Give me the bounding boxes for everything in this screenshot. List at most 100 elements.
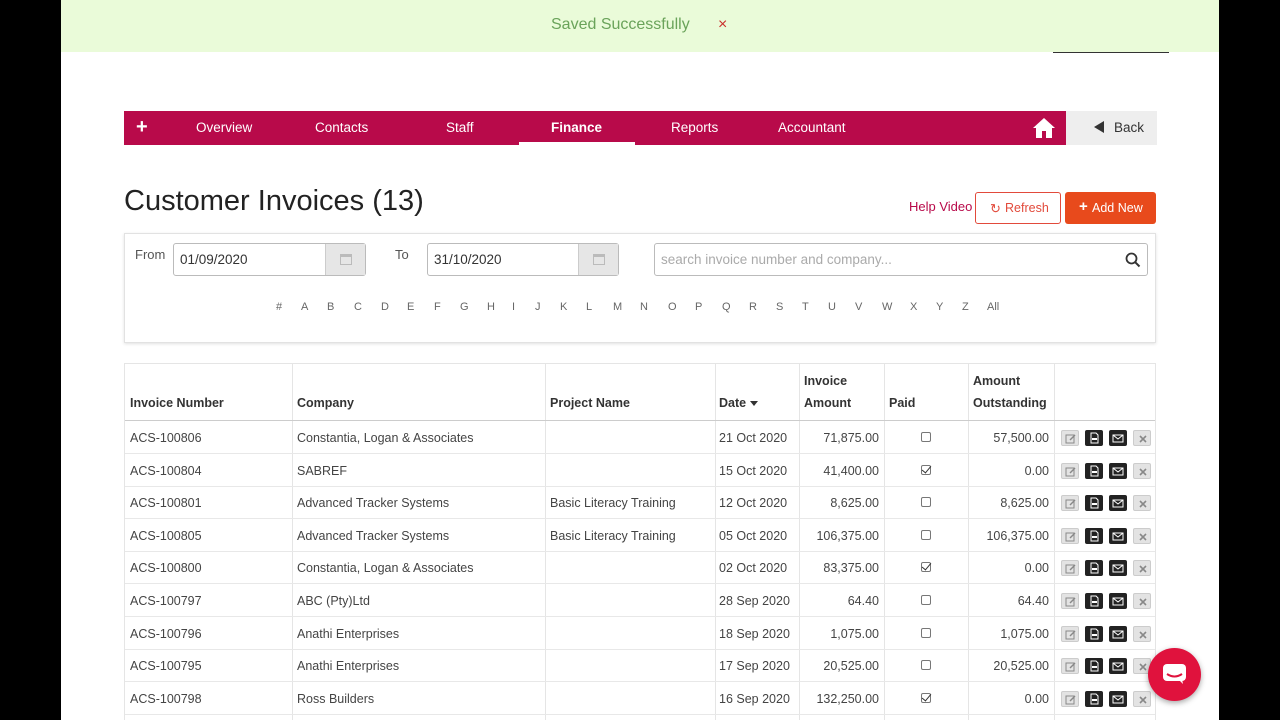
mail-icon[interactable] [1109,527,1127,544]
alpha-filter-hash[interactable]: # [276,301,283,313]
edit-icon[interactable] [1061,625,1079,642]
nav-accountant[interactable]: Accountant [778,120,846,135]
table-row[interactable]: ACS-100796 Anathi Enterprises 18 Sep 2020 1… [125,617,1155,650]
edit-icon[interactable] [1061,593,1079,609]
mail-icon[interactable] [1109,495,1127,512]
header-project-name[interactable]: Project Name [550,396,630,410]
alpha-filter-t[interactable]: T [802,301,809,313]
alpha-filter-a[interactable]: A [301,301,309,313]
alpha-filter-w[interactable]: W [882,301,893,313]
pdf-icon[interactable] [1085,527,1103,544]
mail-icon[interactable] [1109,430,1127,446]
cell-invoice-number[interactable]: ACS-100806 [130,431,202,445]
nav-contacts[interactable]: Contacts [315,120,369,135]
table-row[interactable]: ACS-100805 Advanced Tracker Systems Basic … [125,519,1155,552]
refresh-button[interactable]: ↻ Refresh [975,192,1061,224]
cell-invoice-number[interactable]: ACS-100800 [130,561,202,576]
alpha-filter-h[interactable]: H [487,301,495,313]
alpha-filter-j[interactable]: J [535,301,541,313]
search-icon[interactable] [1124,251,1142,269]
home-icon[interactable] [1032,117,1056,139]
delete-icon[interactable] [1133,462,1151,479]
mail-icon[interactable] [1109,690,1127,707]
alpha-filter-c[interactable]: C [354,301,362,313]
add-new-button[interactable]: + Add New [1065,192,1156,224]
header-invoice-amount[interactable]: Invoice Amount [804,370,851,414]
nav-finance[interactable]: Finance [551,120,603,135]
pdf-icon[interactable] [1085,658,1103,675]
delete-icon[interactable] [1133,495,1151,512]
edit-icon[interactable] [1061,495,1079,512]
table-row[interactable]: ACS-100795 Anathi Enterprises 17 Sep 2020 2… [125,649,1155,683]
paid-checkbox[interactable] [921,595,931,605]
alpha-filter-i[interactable]: I [512,301,516,313]
pdf-icon[interactable] [1085,462,1103,479]
alpha-filter-p[interactable]: P [695,301,703,313]
table-row[interactable]: ACS-100800 Constantia, Logan & Associates… [125,551,1155,585]
alpha-filter-l[interactable]: L [586,301,593,313]
alpha-filter-b[interactable]: B [327,301,335,313]
paid-checkbox[interactable] [921,627,931,638]
header-paid[interactable]: Paid [889,396,916,410]
help-video-link[interactable]: Help Video [909,199,973,214]
table-row[interactable]: ACS-100801 Advanced Tracker Systems Basic … [125,486,1155,520]
header-date[interactable]: Date [719,392,759,414]
back-button[interactable]: Back [1066,111,1157,145]
edit-icon[interactable] [1061,430,1079,446]
nav-staff[interactable]: Staff [446,120,474,135]
alpha-filter-r[interactable]: R [749,301,757,313]
mail-icon[interactable] [1109,625,1127,642]
cell-invoice-number[interactable]: ACS-100801 [130,496,202,511]
mail-icon[interactable] [1109,462,1127,479]
from-date-field[interactable]: 01/09/2020 [173,243,366,276]
alpha-filter-d[interactable]: D [381,301,389,313]
pdf-icon[interactable] [1085,690,1103,707]
table-row[interactable]: ACS-100804 SABREF 15 Oct 2020 41,400.00 0.00 [125,454,1155,487]
nav-plus-button[interactable]: + [136,116,148,138]
pdf-icon[interactable] [1085,430,1103,446]
alpha-filter-k[interactable]: K [560,301,568,313]
delete-icon[interactable] [1133,593,1151,609]
mail-icon[interactable] [1109,560,1127,577]
toast-close-button[interactable]: × [718,16,728,33]
chat-button[interactable] [1148,648,1201,701]
cell-invoice-number[interactable]: ACS-100805 [130,528,202,543]
paid-checkbox[interactable] [921,692,931,703]
mail-icon[interactable] [1109,658,1127,675]
edit-icon[interactable] [1061,658,1079,675]
nav-reports[interactable]: Reports [671,120,719,135]
header-amount-outstanding[interactable]: Amount Outstanding [973,370,1047,414]
alpha-filter-q[interactable]: Q [722,301,731,313]
paid-checkbox[interactable] [921,529,931,540]
alpha-filter-v[interactable]: V [855,301,863,313]
cell-invoice-number[interactable]: ACS-100804 [130,463,202,478]
mail-icon[interactable] [1109,593,1127,609]
paid-checkbox[interactable] [921,562,931,573]
table-row[interactable]: ACS-100798 Ross Builders 16 Sep 2020 132,25… [125,682,1155,715]
alpha-filter-f[interactable]: F [434,301,441,313]
delete-icon[interactable] [1133,560,1151,577]
cell-invoice-number[interactable]: ACS-100797 [130,594,202,608]
paid-checkbox[interactable] [921,464,931,475]
cell-invoice-number[interactable]: ACS-100798 [130,691,202,706]
calendar-icon[interactable] [325,244,365,275]
cell-invoice-number[interactable]: ACS-100796 [130,626,202,641]
pdf-icon[interactable] [1085,495,1103,512]
cell-invoice-number[interactable]: ACS-100795 [130,659,202,674]
alpha-filter-u[interactable]: U [828,301,836,313]
edit-icon[interactable] [1061,690,1079,707]
nav-overview[interactable]: Overview [196,120,253,135]
delete-icon[interactable] [1133,430,1151,446]
search-input[interactable] [656,245,1116,274]
edit-icon[interactable] [1061,462,1079,479]
table-row[interactable]: ACS-100797 ABC (Pty)Ltd 28 Sep 2020 64.40 64… [125,584,1155,617]
alpha-filter-x[interactable]: X [910,301,918,313]
header-company[interactable]: Company [297,396,354,410]
alpha-filter-s[interactable]: S [776,301,784,313]
delete-icon[interactable] [1133,690,1151,707]
alpha-filter-g[interactable]: G [460,301,469,313]
calendar-icon[interactable] [578,244,618,275]
to-date-field[interactable]: 31/10/2020 [427,243,619,276]
alpha-filter-e[interactable]: E [407,301,415,313]
pdf-icon[interactable] [1085,593,1103,609]
